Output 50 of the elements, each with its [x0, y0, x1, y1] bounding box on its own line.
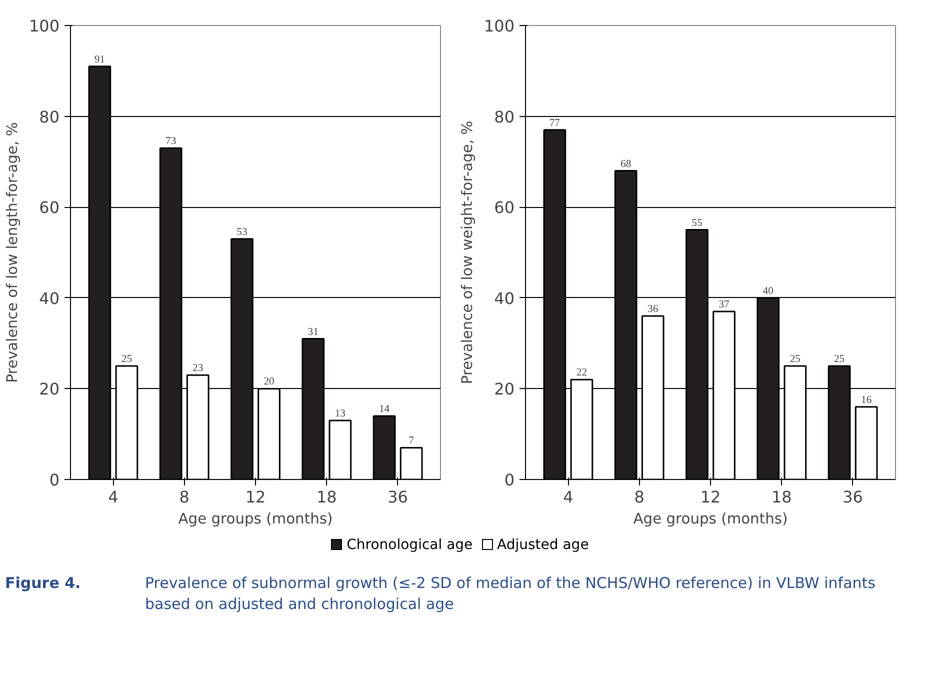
- data-label: 37: [718, 300, 730, 311]
- y-tick-label: 80: [494, 107, 514, 126]
- caption: Figure 4.: [5, 573, 82, 594]
- data-label: 22: [576, 368, 588, 379]
- x-axis-title: Age groups (months): [633, 510, 788, 528]
- y-tick-label: 100: [484, 16, 515, 36]
- data-label: 31: [308, 326, 318, 338]
- x-tick-label: 12: [245, 488, 266, 506]
- y-tick-label: 0: [504, 470, 515, 490]
- x-tick-label: 18: [771, 488, 792, 506]
- y-tick-label: 0: [49, 470, 60, 490]
- data-label: 25: [121, 354, 132, 365]
- y-tick-label: 60: [494, 198, 514, 218]
- data-label: 55: [692, 218, 702, 229]
- x-tick-label: 8: [179, 488, 190, 506]
- data-label: 53: [236, 226, 248, 238]
- y-tick-label: 40: [39, 288, 60, 308]
- data-label: 14: [378, 404, 390, 415]
- data-label: 73: [166, 136, 176, 148]
- y-tick-label: 40: [494, 288, 514, 308]
- y-tick-label: 60: [39, 198, 60, 218]
- data-label: 77: [549, 118, 561, 129]
- y-tick-label: 100: [28, 16, 60, 36]
- data-label: 25: [790, 354, 800, 365]
- y-tick-label: 80: [39, 107, 60, 126]
- x-axis-title: Age groups (months): [178, 510, 333, 528]
- data-label: 13: [334, 408, 346, 420]
- data-label: 7: [408, 436, 415, 447]
- x-tick-label: 12: [700, 488, 721, 506]
- x-tick-label: 4: [563, 488, 574, 506]
- y-axis-title: Prevalence of low weight-for-age, %: [458, 120, 476, 384]
- data-label: 68: [620, 158, 632, 170]
- x-tick-label: 8: [634, 488, 644, 506]
- y-tick-label: 20: [494, 380, 514, 399]
- x-tick-label: 36: [842, 488, 863, 506]
- x-tick-label: 36: [388, 488, 408, 506]
- data-label: 16: [861, 394, 872, 406]
- y-axis-title: Prevalence of low length-for-age, %: [4, 122, 21, 383]
- data-label: 20: [264, 376, 274, 388]
- x-tick-label: 4: [108, 488, 118, 506]
- x-tick-label: 18: [316, 488, 337, 506]
- data-label: 40: [762, 286, 774, 297]
- legend-label: Chronological age: [346, 537, 473, 553]
- text: Prevalence of subnormal growth (≤-2 SD of median of the NCHS/WHO reference) in VLBW infants based on adjusted and chronological age: [145, 573, 876, 616]
- data-label: 25: [834, 354, 845, 365]
- data-label: 91: [94, 54, 105, 66]
- data-label: 23: [192, 363, 204, 374]
- data-label: 36: [648, 304, 659, 316]
- y-tick-label: 20: [39, 380, 60, 399]
- legend-label: Adjusted age: [497, 537, 589, 553]
